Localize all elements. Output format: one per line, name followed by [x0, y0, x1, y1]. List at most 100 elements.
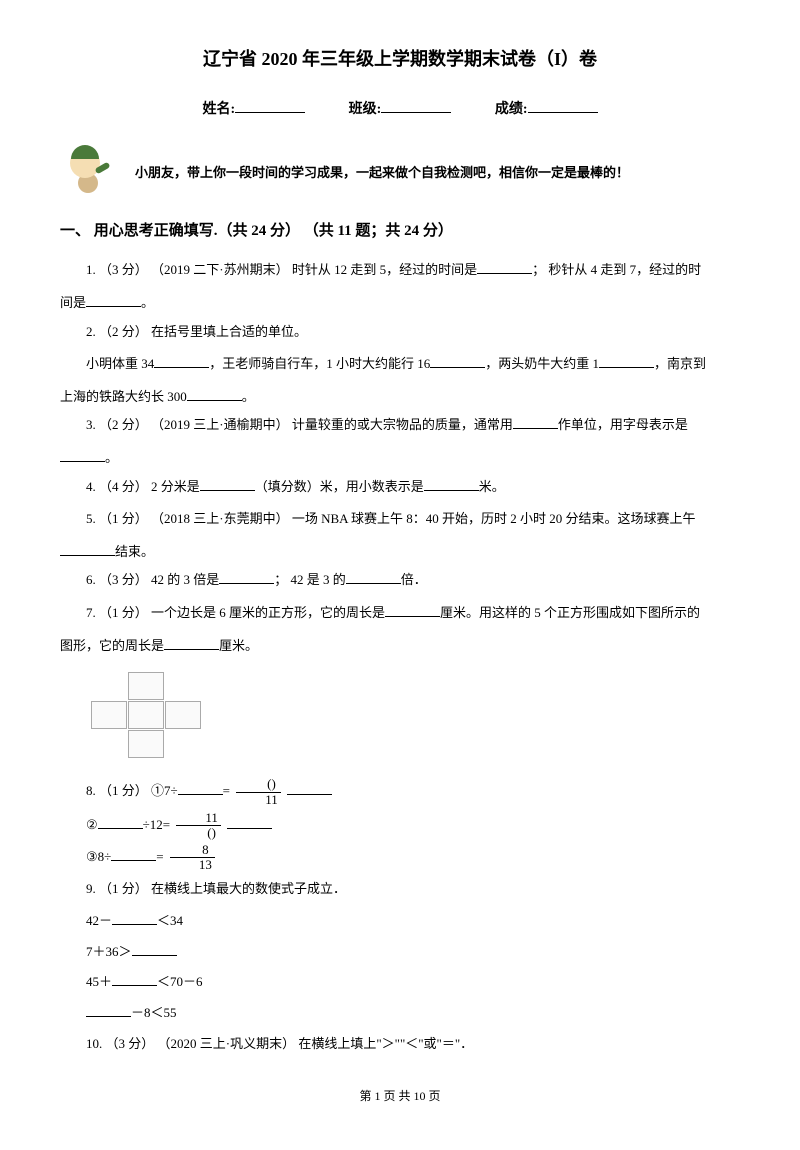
q1-text-d: 。	[141, 295, 154, 310]
q9-text-c: ＜34	[157, 913, 183, 928]
intro-row: 小朋友，带上你一段时间的学习成果，一起来做个自我检测吧，相信你一定是最棒的！	[60, 145, 740, 200]
q4-text-c: 米。	[479, 479, 505, 494]
question-4: 4. （4 分） 2 分米是（填分数）米，用小数表示是米。	[60, 473, 740, 502]
question-10: 10. （3 分） （2020 三上·巩义期末） 在横线上填上"＞""＜"或"＝…	[60, 1030, 740, 1059]
q9-text-g: －8＜55	[131, 1005, 177, 1020]
fraction-3: 813	[170, 843, 215, 873]
q9-text-e: 45＋	[86, 974, 112, 989]
blank[interactable]	[60, 449, 105, 462]
blank[interactable]	[178, 782, 223, 795]
frac-den: ()	[176, 826, 221, 840]
blank[interactable]	[227, 816, 272, 829]
question-6: 6. （3 分） 42 的 3 倍是； 42 是 3 的倍．	[60, 566, 740, 595]
blank[interactable]	[599, 355, 654, 368]
q6-text-a: 6. （3 分） 42 的 3 倍是	[86, 572, 219, 587]
q1-line2: 间是 。	[60, 289, 740, 318]
q1-text-a: 1. （3 分） （2019 二下·苏州期末） 时针从 12 走到 5，经过的时…	[86, 262, 477, 277]
question-3: 3. （2 分） （2019 三上·通榆期中） 计量较重的或大宗物品的质量，通常…	[60, 411, 740, 440]
blank[interactable]	[86, 1004, 131, 1017]
cross-figure	[90, 672, 205, 762]
fraction-2: 11()	[176, 811, 221, 841]
q9-line-4: －8＜55	[60, 999, 740, 1028]
q8-text-b: =	[223, 783, 230, 798]
frac-num: 8	[170, 843, 215, 858]
page-footer: 第 1 页 共 10 页	[60, 1083, 740, 1109]
q3-text-a: 3. （2 分） （2019 三上·通榆期中） 计量较重的或大宗物品的质量，通常…	[86, 417, 513, 432]
q2-text-e: ，南京到	[654, 356, 706, 371]
q3-text-b: 作单位，用字母表示是	[558, 417, 688, 432]
section-1-header: 一、 用心思考正确填写.（共 24 分） （共 11 题；共 24 分）	[60, 215, 740, 248]
q5-text-b: 结束。	[115, 544, 154, 559]
blank[interactable]	[112, 973, 157, 986]
blank[interactable]	[477, 261, 532, 274]
question-7: 7. （1 分） 一个边长是 6 厘米的正方形，它的周长是 厘米。用这样的 5 个…	[60, 599, 740, 628]
blank[interactable]	[424, 478, 479, 491]
q7-text-b: 厘米。用这样的 5 个正方形围成如下图所示的	[440, 605, 700, 620]
name-field[interactable]	[235, 112, 305, 113]
blank[interactable]	[111, 848, 156, 861]
q8-text-e: ③8÷	[86, 849, 111, 864]
q1-text-b: ； 秒针从 4 走到 7，经过的时	[532, 262, 701, 277]
blank[interactable]	[385, 604, 440, 617]
q8-text-f: =	[156, 849, 163, 864]
frac-den: 11	[236, 793, 281, 807]
q2-text-c: ，王老师骑自行车，1 小时大约能行 16	[209, 356, 430, 371]
frac-den: 13	[170, 858, 215, 872]
q9-text-d: 7＋36＞	[86, 944, 132, 959]
blank[interactable]	[287, 782, 332, 795]
blank[interactable]	[164, 637, 219, 650]
q1-text-c: 间是	[60, 295, 86, 310]
page-title: 辽宁省 2020 年三年级上学期数学期末试卷（I）卷	[60, 40, 740, 80]
q7-text-d: 厘米。	[219, 638, 258, 653]
q2-line3: 上海的铁路大约长 300。	[60, 383, 740, 412]
question-5: 5. （1 分） （2018 三上·东莞期中） 一场 NBA 球赛上午 8：40…	[60, 505, 740, 534]
q3-text-c: 。	[105, 450, 118, 465]
class-field[interactable]	[381, 112, 451, 113]
blank[interactable]	[187, 388, 242, 401]
q2-text-d: ，两头奶牛大约重 1	[485, 356, 599, 371]
q3-line2: 。	[60, 444, 740, 473]
mascot-icon	[60, 145, 115, 200]
blank[interactable]	[132, 943, 177, 956]
fraction-1: ()11	[236, 777, 281, 807]
q8-text-c: ②	[86, 817, 98, 832]
q7-text-c: 图形，它的周长是	[60, 638, 164, 653]
q9-line-3: 45＋ ＜70－6	[60, 968, 740, 997]
q9-text-f: ＜70－6	[157, 974, 203, 989]
blank[interactable]	[513, 416, 558, 429]
blank[interactable]	[346, 571, 401, 584]
question-8-1: 8. （1 分） ①7÷= ()11	[60, 777, 740, 807]
question-8-2: ② ÷12= 11()	[60, 811, 740, 841]
blank[interactable]	[86, 294, 141, 307]
student-info-line: 姓名: 班级: 成绩:	[60, 95, 740, 126]
q4-text-b: （填分数）米，用小数表示是	[255, 479, 424, 494]
q5-line2: 结束。	[60, 538, 740, 567]
blank[interactable]	[219, 571, 274, 584]
name-label: 姓名:	[202, 102, 235, 117]
blank[interactable]	[154, 355, 209, 368]
q6-text-c: 倍．	[401, 572, 427, 587]
q9-text-b: 42－	[86, 913, 112, 928]
frac-num: ()	[236, 777, 281, 792]
blank[interactable]	[430, 355, 485, 368]
q2-text-g: 。	[242, 389, 255, 404]
q9-line-1: 42－ ＜34	[60, 907, 740, 936]
score-field[interactable]	[528, 112, 598, 113]
blank[interactable]	[98, 816, 143, 829]
q2-text-b: 小明体重 34	[86, 356, 154, 371]
question-8-3: ③8÷ = 813	[60, 843, 740, 873]
score-label: 成绩:	[495, 102, 528, 117]
class-label: 班级:	[349, 102, 382, 117]
blank[interactable]	[60, 543, 115, 556]
q7-text-a: 7. （1 分） 一个边长是 6 厘米的正方形，它的周长是	[86, 605, 385, 620]
q8-text-d: ÷12=	[143, 817, 170, 832]
q2-line2: 小明体重 34 ，王老师骑自行车，1 小时大约能行 16 ，两头奶牛大约重 1 ，南京…	[60, 350, 740, 379]
blank[interactable]	[112, 912, 157, 925]
question-1: 1. （3 分） （2019 二下·苏州期末） 时针从 12 走到 5，经过的时…	[60, 256, 740, 285]
question-2: 2. （2 分） 在括号里填上合适的单位。	[60, 318, 740, 347]
q7-line2: 图形，它的周长是 厘米。	[60, 632, 740, 661]
q9-line-2: 7＋36＞	[60, 938, 740, 967]
blank[interactable]	[200, 478, 255, 491]
question-9: 9. （1 分） 在横线上填最大的数使式子成立．	[60, 875, 740, 904]
intro-text: 小朋友，带上你一段时间的学习成果，一起来做个自我检测吧，相信你一定是最棒的！	[135, 159, 629, 188]
